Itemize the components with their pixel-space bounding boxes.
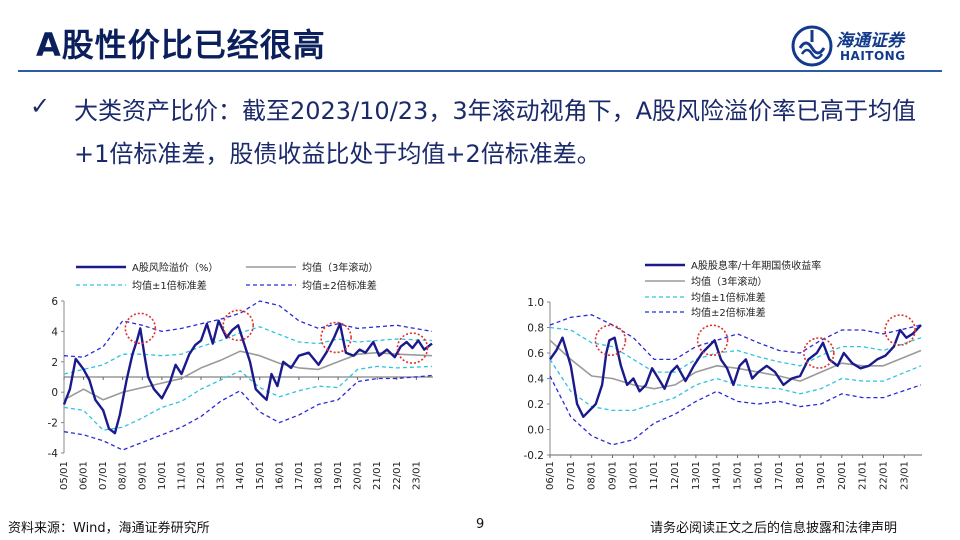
x-tick-label: 16/01 (274, 461, 285, 490)
x-tick-label: 22/01 (392, 461, 403, 490)
y-tick-label: 6 (51, 296, 58, 308)
x-tick-label: 11/01 (176, 461, 187, 490)
highlight-circle (222, 309, 255, 342)
x-tick-label: 14/01 (235, 461, 246, 490)
y-tick-label: 0 (51, 387, 58, 399)
checkmark-icon: ✓ (30, 92, 51, 120)
page-title: A股性价比已经很高 (36, 26, 326, 64)
x-tick-label: 07/01 (98, 461, 109, 490)
x-tick-label: 08/01 (118, 461, 129, 490)
x-tick-label: 10/01 (157, 461, 168, 490)
y-tick-label: 0.4 (527, 374, 544, 386)
x-tick-label: 12/01 (196, 461, 207, 490)
x-tick-label: 05/01 (59, 461, 70, 490)
x-tick-label: 19/01 (816, 461, 827, 490)
logo-chinese-name: 海通证券 (836, 31, 904, 51)
page-number: 9 (476, 517, 485, 532)
y-tick-label: 0.6 (527, 348, 544, 360)
highlight-circle (884, 314, 916, 346)
series-line (63, 365, 433, 431)
company-logo: 海通证券 HAITONG (790, 24, 940, 68)
title-divider (18, 70, 942, 72)
x-tick-label: 23/01 (899, 461, 910, 490)
x-tick-label: 15/01 (733, 461, 744, 490)
legend-label: A股风险溢价（%） (132, 261, 218, 274)
haitong-emblem-icon (791, 25, 833, 67)
x-tick-label: 11/01 (649, 461, 660, 490)
series-line (549, 314, 922, 361)
highlight-circle (803, 337, 835, 369)
y-tick-label: 0.8 (527, 323, 544, 335)
x-tick-label: 07/01 (566, 461, 577, 490)
series-line (549, 324, 922, 419)
chart-equity-risk-premium: A股风险溢价（%） 均值（3年滚动） 均值±1倍标准差 均值±2倍标准差 -4 -2 0 2 4… (48, 261, 433, 490)
x-tick-label: 09/01 (137, 461, 148, 490)
legend-label: 均值±2倍标准差 (302, 279, 377, 292)
source-note: 资料来源：Wind，海通证券研究所 (8, 521, 210, 536)
x-tick-label: 13/01 (691, 461, 702, 490)
y-tick-label: -2 (48, 418, 58, 430)
y-tick-label: 0.2 (527, 399, 544, 411)
series-line (62, 319, 433, 435)
series-line (549, 375, 922, 446)
x-tick-label: 17/01 (294, 461, 305, 490)
x-tick-label: 06/01 (79, 461, 90, 490)
series-line (63, 300, 433, 358)
legend-label: 均值±2倍标准差 (691, 306, 766, 319)
x-tick-label: 18/01 (313, 461, 324, 490)
legend-label: 均值（3年滚动） (302, 261, 378, 274)
x-tick-label: 21/01 (858, 461, 869, 490)
y-tick-label: 2 (51, 357, 58, 369)
x-tick-label: 19/01 (333, 461, 344, 490)
highlight-circle (320, 321, 352, 354)
x-tick-label: 10/01 (628, 461, 639, 490)
highlight-circle (396, 332, 429, 364)
highlight-circle (124, 312, 157, 345)
x-tick-label: 23/01 (411, 461, 422, 490)
x-tick-label: 09/01 (608, 461, 619, 490)
highlight-circle (594, 324, 627, 357)
x-tick-label: 20/01 (837, 461, 848, 490)
y-tick-label: -0.2 (524, 450, 545, 462)
x-tick-label: 13/01 (216, 461, 227, 490)
disclaimer: 请务必阅读正文之后的信息披露和法律声明 (650, 521, 898, 536)
summary-text: 大类资产比价：截至2023/10/23，3年滚动视角下，A股风险溢价率已高于均值… (74, 97, 917, 168)
x-tick-label: 18/01 (795, 461, 806, 490)
logo-english-name: HAITONG (840, 49, 906, 63)
series-line (549, 359, 922, 412)
x-tick-label: 14/01 (712, 461, 723, 490)
legend-label: 均值±1倍标准差 (132, 279, 207, 292)
legend-label: 均值（3年滚动） (691, 275, 767, 288)
x-tick-label: 17/01 (774, 461, 785, 490)
x-tick-label: 06/01 (545, 461, 556, 490)
y-tick-label: 1.0 (527, 297, 544, 309)
x-tick-label: 08/01 (587, 461, 598, 490)
x-tick-label: 15/01 (255, 461, 266, 490)
x-tick-label: 12/01 (670, 461, 681, 490)
legend-label: A股股息率/十年期国债收益率 (691, 259, 821, 272)
x-tick-label: 20/01 (353, 461, 364, 490)
x-tick-label: 22/01 (878, 461, 889, 490)
x-tick-label: 21/01 (372, 461, 383, 490)
legend-label: 均值±1倍标准差 (691, 291, 766, 304)
highlight-circle (696, 324, 729, 357)
x-tick-label: 16/01 (753, 461, 764, 490)
series-line (63, 350, 433, 401)
y-tick-label: 4 (51, 326, 58, 338)
y-tick-label: 0.0 (527, 425, 544, 437)
y-tick-label: -4 (48, 448, 59, 460)
